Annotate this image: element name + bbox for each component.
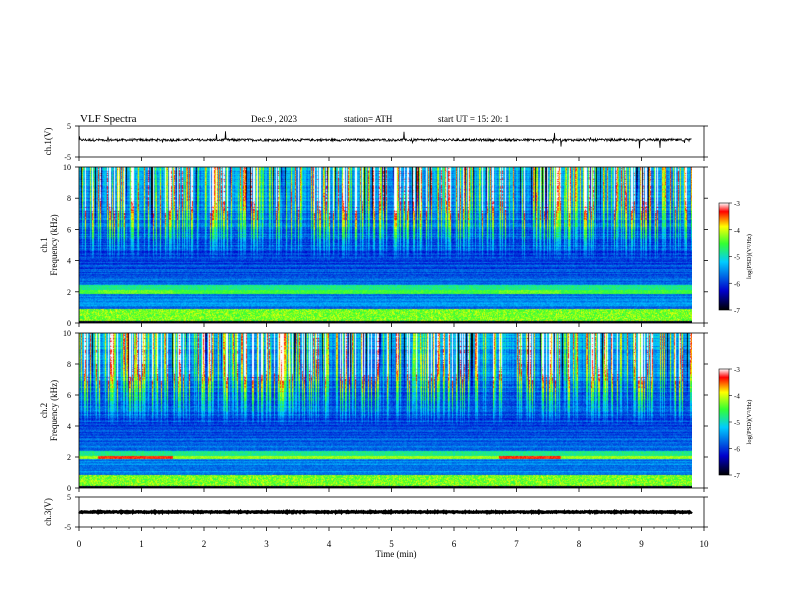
ch2-spectrogram-ytick-label: 4 [67, 422, 71, 431]
ch3-waveform-trace [78, 508, 693, 516]
x-tick-label: 5 [389, 539, 394, 549]
ch2-spectrogram-channel-label: ch.2 [39, 403, 49, 418]
ch2-spectrogram-ytick-label: 10 [63, 329, 71, 338]
ch2-spectrogram-ylabel: Frequency (kHz) [49, 380, 59, 441]
ch1-spectrogram-colorbar-tick-label: -4 [734, 227, 740, 235]
ch1-waveform-ylabel: ch.1(V) [43, 128, 53, 156]
x-tick-label: 4 [327, 539, 332, 549]
ch1-spectrogram-image [79, 167, 692, 323]
chart-title: VLF Spectra [80, 113, 137, 125]
ch3-waveform-ylabel: ch.3(V) [43, 498, 53, 526]
station-label: station= ATH [344, 114, 393, 124]
ch2-spectrogram-colorbar-label: log(PSD)(V²/Hz) [746, 400, 753, 445]
ch2-spectrogram-ytick-label: 2 [67, 453, 71, 462]
ch1-spectrogram-colorbar-tick-label: -6 [734, 280, 740, 288]
ch2-spectrogram-colorbar-tick-label: -3 [734, 366, 740, 374]
ch1-spectrogram-ytick-label: 2 [67, 288, 71, 297]
ch2-spectrogram-colorbar-tick-label: -5 [734, 419, 740, 427]
x-tick-label: 2 [202, 539, 207, 549]
x-tick-label: 1 [139, 539, 144, 549]
ch1-spectrogram-ytick-label: 6 [67, 225, 71, 234]
ch2-spectrogram-image [79, 333, 692, 488]
ch1-spectrogram-colorbar-tick-label: -3 [734, 200, 740, 208]
ch2-spectrogram-colorbar-tick-label: -7 [734, 472, 740, 480]
ch2-spectrogram-colorbar [718, 368, 730, 476]
ch1-spectrogram-colorbar-tick-label: -5 [734, 254, 740, 262]
ch1-spectrogram-ytick-label: 8 [67, 194, 71, 203]
ch1-waveform-ytick-label: -5 [64, 153, 71, 162]
ch2-spectrogram-ytick-label: 8 [67, 360, 71, 369]
start-ut-label: start UT = 15: 20: 1 [438, 114, 510, 124]
ch1-spectrogram-colorbar-tick-label: -7 [734, 307, 740, 315]
ch1-spectrogram-ytick-label: 0 [67, 319, 71, 328]
ch2-spectrogram-colorbar-tick-label: -6 [734, 446, 740, 454]
ch1-spectrogram-channel-label: ch.1 [39, 237, 49, 252]
x-tick-label: 10 [700, 539, 710, 549]
ch1-spectrogram-ylabel: Frequency (kHz) [49, 214, 59, 275]
date-label: Dec.9 , 2023 [251, 114, 297, 124]
ch2-spectrogram-ytick-label: 0 [67, 484, 71, 493]
ch1-spectrogram-ytick-label: 10 [63, 163, 71, 172]
ch1-waveform-ytick-label: 5 [67, 122, 71, 131]
ch2-spectrogram-colorbar-tick-label: -4 [734, 393, 740, 401]
x-tick-label: 3 [264, 539, 269, 549]
ch1-spectrogram-colorbar-label: log(PSD)(V²/Hz) [746, 234, 753, 279]
x-tick-label: 7 [514, 539, 519, 549]
ch2-spectrogram-ytick-label: 6 [67, 391, 71, 400]
ch1-spectrogram-colorbar [718, 202, 730, 311]
ch3-waveform-ytick-label: -5 [64, 523, 71, 532]
ch1-waveform-trace [78, 131, 692, 149]
x-tick-label: 6 [452, 539, 457, 549]
x-tick-label: 0 [77, 539, 82, 549]
x-tick-label: 9 [639, 539, 644, 549]
ch1-spectrogram-ytick-label: 4 [67, 257, 71, 266]
ch3-waveform-ytick-label: 5 [67, 493, 71, 502]
x-tick-label: 8 [577, 539, 582, 549]
x-axis-label: Time (min) [376, 549, 417, 559]
